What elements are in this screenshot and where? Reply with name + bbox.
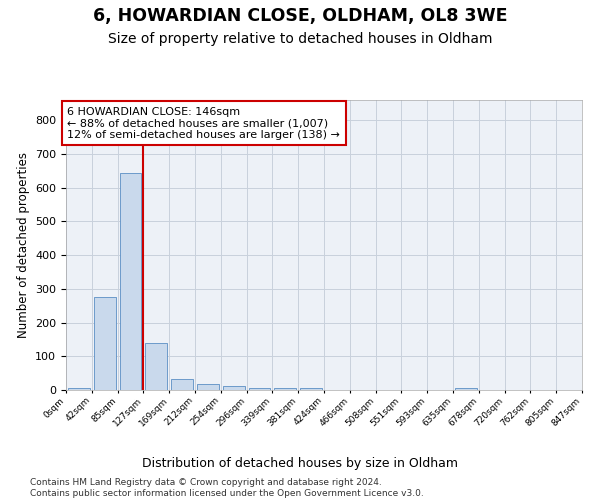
Bar	[248, 388, 271, 390]
Bar	[94, 298, 116, 390]
Bar	[145, 344, 167, 390]
Bar	[300, 388, 322, 390]
Bar	[223, 386, 245, 390]
Bar	[197, 384, 219, 390]
Bar	[68, 388, 90, 390]
Text: 6, HOWARDIAN CLOSE, OLDHAM, OL8 3WE: 6, HOWARDIAN CLOSE, OLDHAM, OL8 3WE	[93, 8, 507, 26]
Bar	[119, 172, 142, 390]
Bar	[274, 388, 296, 390]
Text: Distribution of detached houses by size in Oldham: Distribution of detached houses by size …	[142, 458, 458, 470]
Text: Contains HM Land Registry data © Crown copyright and database right 2024.
Contai: Contains HM Land Registry data © Crown c…	[30, 478, 424, 498]
Bar	[455, 388, 477, 390]
Y-axis label: Number of detached properties: Number of detached properties	[17, 152, 29, 338]
Text: Size of property relative to detached houses in Oldham: Size of property relative to detached ho…	[108, 32, 492, 46]
Bar	[171, 379, 193, 390]
Text: 6 HOWARDIAN CLOSE: 146sqm
← 88% of detached houses are smaller (1,007)
12% of se: 6 HOWARDIAN CLOSE: 146sqm ← 88% of detac…	[67, 106, 340, 140]
